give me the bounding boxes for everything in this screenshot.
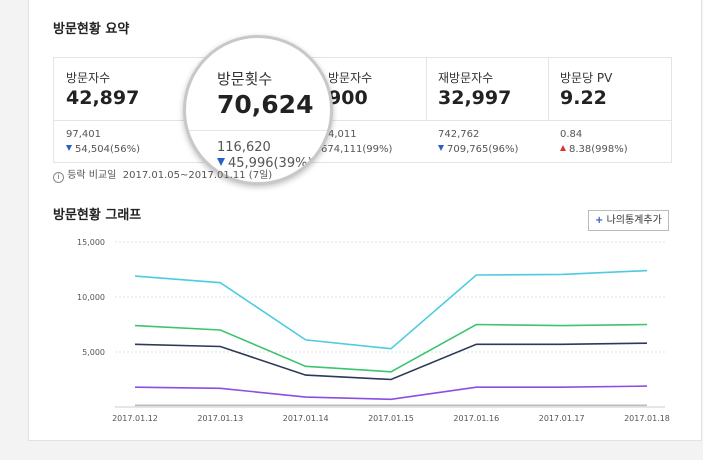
series-line: [134, 385, 648, 401]
series-line: [134, 323, 648, 373]
card-change-text: 709,765(96%): [447, 144, 519, 155]
card-label: 방문자수: [328, 71, 373, 85]
card-change: 8.38(998%): [560, 144, 628, 155]
card-change-text: 674,111(99%): [321, 144, 393, 155]
card-label: 방문횟수: [217, 70, 273, 88]
x-tick-label: 2017.01.16: [453, 414, 499, 423]
x-tick-label: 2017.01.18: [624, 414, 670, 423]
card-prev: 97,401: [66, 129, 101, 140]
arrow-down: [217, 158, 225, 166]
series-line: [134, 342, 648, 381]
divider: [54, 120, 671, 121]
y-tick-label: 5,000: [82, 348, 105, 357]
magnifier: 방문횟수 70,624 116,620 45,996(39%): [183, 35, 333, 185]
card-value: 9.22: [560, 87, 607, 109]
card-prev: 742,762: [438, 129, 480, 140]
x-tick-label: 2017.01.14: [283, 414, 329, 423]
card-change: 54,504(56%): [66, 144, 140, 155]
arrow-up: [560, 145, 566, 151]
add-stat-button[interactable]: + 나의통계추가: [588, 210, 669, 231]
card-prev: 116,620: [217, 140, 271, 155]
arrow-down: [438, 145, 444, 151]
card-change-text: 8.38(998%): [569, 144, 628, 155]
note: i 등락 비교일 2017.01.05~2017.01.11 (7일): [53, 166, 272, 183]
card-value: 70,624: [217, 90, 314, 119]
card-prev: 0.84: [560, 129, 583, 140]
card-value: 900: [328, 87, 368, 109]
note-label: 등락 비교일: [67, 170, 117, 181]
button-label[interactable]: 나의통계추가: [606, 215, 662, 226]
x-tick-label: 2017.01.12: [112, 414, 158, 423]
summary-cards: 방문자수 42,897 97,401 54,504(56%) 방문자수 900 4,011 6…: [53, 57, 672, 163]
series-line: [134, 269, 648, 350]
card-value: 32,997: [438, 87, 512, 109]
card-label: 방문당 PV: [560, 71, 613, 85]
card-change: 45,996(39%): [217, 156, 313, 171]
y-tick-label: 15,000: [77, 238, 105, 247]
card-separator: [548, 58, 549, 120]
card-label: 방문자수: [66, 71, 111, 85]
card-change-text: 45,996(39%): [228, 156, 313, 171]
arrow-down: [66, 145, 72, 151]
x-tick-label: 2017.01.15: [368, 414, 414, 423]
card-change-text: 54,504(56%): [75, 144, 141, 155]
card-label: 재방문자수: [438, 71, 494, 85]
divider: [186, 130, 330, 131]
x-tick-label: 2017.01.17: [539, 414, 585, 423]
card-value: 42,897: [66, 87, 140, 109]
x-tick-label: 2017.01.13: [197, 414, 243, 423]
card-change: 709,765(96%): [438, 144, 518, 155]
card-prev: 4,011: [328, 129, 357, 140]
card-separator: [426, 58, 427, 120]
graph-title: 방문현황 그래프: [53, 208, 142, 223]
summary-title: 방문현황 요약: [53, 22, 130, 37]
y-tick-label: 10,000: [77, 293, 105, 302]
note-range: 2017.01.05~2017.01.11 (7일): [122, 170, 273, 181]
